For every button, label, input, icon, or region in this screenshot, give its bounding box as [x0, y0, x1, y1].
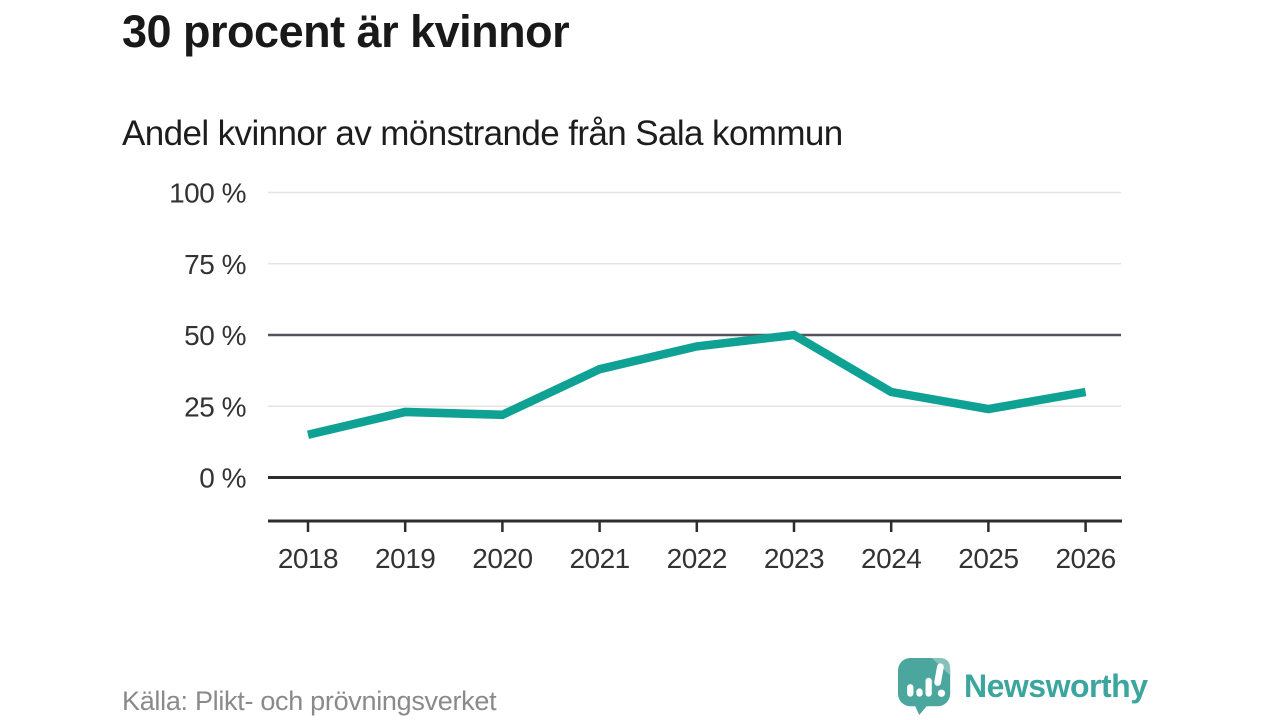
x-axis-tick-label: 2022 [667, 543, 727, 574]
x-axis-tick-label: 2024 [861, 543, 921, 574]
brand-logo: Newsworthy [897, 657, 1148, 715]
newsworthy-mark-icon [897, 657, 951, 715]
y-axis-tick-label: 75 % [184, 249, 246, 280]
y-axis-tick-label: 25 % [184, 391, 246, 422]
exclamation-glyph-icon [934, 663, 946, 697]
y-axis-tick-label: 0 % [199, 463, 246, 494]
page-title: 30 procent är kvinnor [122, 6, 570, 57]
speech-bubble-tail [913, 702, 930, 715]
x-axis-tick-label: 2025 [958, 543, 1018, 574]
brand-name: Newsworthy [964, 667, 1148, 704]
bar-chart-glyph-icon [907, 677, 932, 697]
x-axis-tick-label: 2018 [278, 543, 338, 574]
chart-subtitle: Andel kvinnor av mönstrande från Sala ko… [122, 114, 843, 153]
x-axis-tick-label: 2019 [375, 543, 435, 574]
source-note: Källa: Plikt- och prövningsverket [122, 686, 497, 716]
y-axis-tick-label: 50 % [184, 320, 246, 351]
y-axis-tick-label: 100 % [169, 178, 246, 209]
data-line [307, 330, 1087, 439]
x-axis-tick-label: 2020 [472, 543, 532, 574]
x-axis-tick-label: 2026 [1055, 543, 1115, 574]
x-axis-tick-label: 2021 [569, 543, 629, 574]
x-axis-tick-label: 2023 [764, 543, 824, 574]
